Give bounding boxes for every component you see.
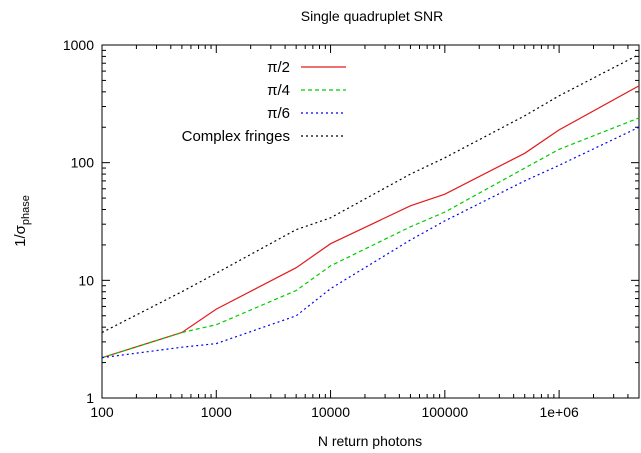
series-line-2 xyxy=(101,117,640,359)
x-axis: 100 1000 10000 100000 1e+06 xyxy=(90,45,629,420)
x-tick-label: 10000 xyxy=(311,404,350,420)
legend-label-1: π/2 xyxy=(267,59,290,76)
y-axis: 1 10 100 1000 xyxy=(63,37,639,406)
series-line-1 xyxy=(101,85,640,359)
plot-frame xyxy=(101,44,640,399)
legend-label-4: Complex fringes xyxy=(182,128,290,145)
x-tick-label: 1000 xyxy=(201,404,232,420)
x-axis-label: N return photons xyxy=(318,433,422,449)
y-tick-label: 1 xyxy=(86,390,94,406)
series-line-3 xyxy=(101,126,640,359)
y-tick-label: 100 xyxy=(71,155,95,171)
x-tick-label: 100000 xyxy=(421,404,468,420)
y-axis-label: 1/σphase xyxy=(12,195,32,247)
legend: π/2 π/4 π/6 Complex fringes xyxy=(182,59,346,145)
series-line-4 xyxy=(101,53,640,334)
y-tick-label: 1000 xyxy=(63,37,94,53)
plot-area xyxy=(101,53,640,359)
x-tick-label: 1e+06 xyxy=(539,404,579,420)
chart-title: Single quadruplet SNR xyxy=(301,8,443,24)
legend-label-3: π/6 xyxy=(267,105,290,122)
legend-label-2: π/4 xyxy=(267,82,290,99)
y-tick-label: 10 xyxy=(78,272,94,288)
x-tick-label: 100 xyxy=(90,404,114,420)
